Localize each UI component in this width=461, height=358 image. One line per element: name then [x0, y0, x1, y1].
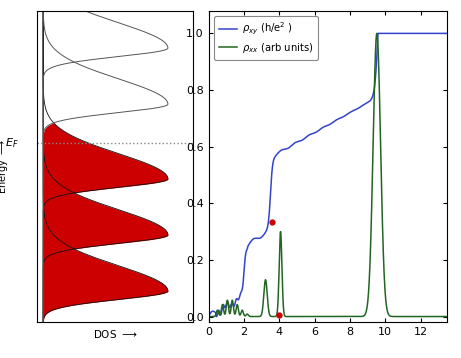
$\rho_{xy}$ (h/e$^2$ ): [432, 31, 437, 35]
$\rho_{xy}$ (h/e$^2$ ): [444, 31, 450, 35]
$\rho_{xx}$ (arb units): [206, 314, 212, 319]
X-axis label: DOS $\longrightarrow$: DOS $\longrightarrow$: [93, 328, 137, 340]
$\rho_{xx}$ (arb units): [444, 314, 450, 319]
$\rho_{xx}$ (arb units): [216, 310, 221, 315]
$\rho_{xx}$ (arb units): [432, 314, 437, 319]
$\rho_{xy}$ (h/e$^2$ ): [253, 236, 258, 240]
$\rho_{xy}$ (h/e$^2$ ): [206, 314, 212, 319]
$\rho_{xx}$ (arb units): [253, 314, 258, 319]
Text: $E_F$: $E_F$: [5, 136, 18, 150]
$\rho_{xy}$ (h/e$^2$ ): [220, 303, 226, 307]
$\rho_{xy}$ (h/e$^2$ ): [375, 31, 381, 35]
$\rho_{xy}$ (h/e$^2$ ): [207, 312, 213, 316]
Line: $\rho_{xx}$ (arb units): $\rho_{xx}$ (arb units): [209, 33, 447, 316]
Text: Energy $\longrightarrow$: Energy $\longrightarrow$: [0, 139, 10, 194]
$\rho_{xy}$ (h/e$^2$ ): [216, 308, 221, 313]
$\rho_{xy}$ (h/e$^2$ ): [213, 314, 219, 319]
$\rho_{xx}$ (arb units): [323, 314, 328, 319]
$\rho_{xx}$ (arb units): [303, 314, 309, 319]
$\rho_{xx}$ (arb units): [220, 304, 226, 308]
$\rho_{xx}$ (arb units): [207, 314, 213, 319]
$\rho_{xx}$ (arb units): [374, 31, 379, 35]
Legend: $\rho_{xy}$ (h/e$^2$ ), $\rho_{xx}$ (arb units): $\rho_{xy}$ (h/e$^2$ ), $\rho_{xx}$ (arb…: [213, 16, 318, 60]
Line: $\rho_{xy}$ (h/e$^2$ ): $\rho_{xy}$ (h/e$^2$ ): [209, 33, 447, 316]
$\rho_{xy}$ (h/e$^2$ ): [323, 124, 328, 129]
